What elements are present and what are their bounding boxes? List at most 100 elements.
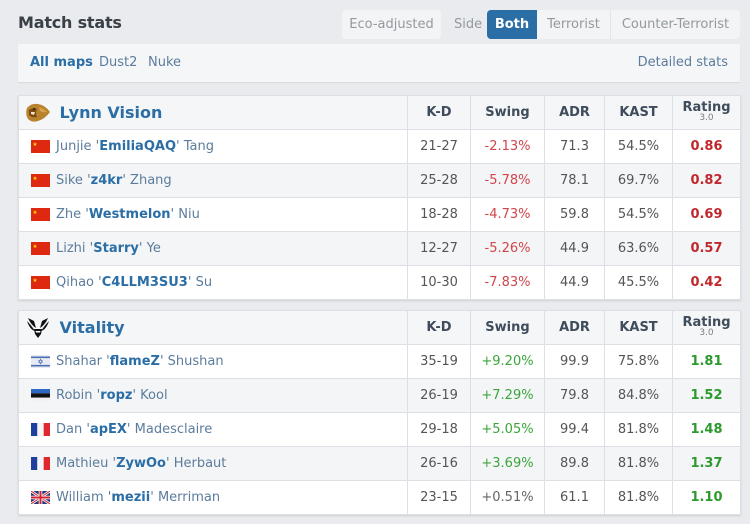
france-flag-icon bbox=[31, 423, 50, 436]
player-nickname[interactable]: Westmelon bbox=[88, 207, 171, 222]
france-flag-icon bbox=[31, 457, 50, 470]
player-name-cell[interactable]: William 'mezii' Merriman bbox=[18, 480, 408, 515]
player-nickname[interactable]: ropz bbox=[100, 388, 133, 403]
column-rating: Rating 3.0 bbox=[672, 95, 741, 130]
kast-cell: 84.8% bbox=[604, 378, 673, 413]
swing-cell: +0.51% bbox=[470, 480, 545, 515]
rating-version: 3.0 bbox=[699, 112, 714, 123]
player-nickname[interactable]: flameZ bbox=[109, 354, 160, 369]
player-nickname[interactable]: ZywOo bbox=[116, 456, 166, 471]
rating-cell: 1.10 bbox=[672, 480, 741, 515]
adr-cell: 59.8 bbox=[544, 197, 605, 232]
china-flag-icon bbox=[31, 208, 50, 221]
swing-cell: +9.20% bbox=[470, 344, 545, 379]
side-counter-terrorist-button[interactable]: Counter-Terrorist bbox=[611, 10, 740, 39]
kast-cell: 45.5% bbox=[604, 265, 673, 300]
kd-cell: 12-27 bbox=[407, 231, 471, 266]
player-nickname[interactable]: EmiliaQAQ bbox=[99, 139, 176, 154]
china-flag-icon bbox=[31, 276, 50, 289]
map-tab-all-maps[interactable]: All maps bbox=[30, 55, 93, 70]
column-swing: Swing bbox=[470, 310, 545, 345]
player-first-name: Mathieu bbox=[56, 456, 109, 471]
rating-label: Rating bbox=[682, 314, 731, 330]
match-stats-header: Match stats Eco-adjusted Side Both Terro… bbox=[18, 0, 740, 44]
player-name-cell[interactable]: Lizhi 'Starry' Ye bbox=[18, 231, 408, 266]
adr-cell: 78.1 bbox=[544, 163, 605, 198]
map-tab-nuke[interactable]: Nuke bbox=[148, 55, 182, 70]
swing-cell: -2.13% bbox=[470, 129, 545, 164]
player-row: Zhe 'Westmelon' Niu 18-28 -4.73% 59.8 54… bbox=[18, 197, 741, 232]
rating-cell: 0.57 bbox=[672, 231, 741, 266]
adr-cell: 99.9 bbox=[544, 344, 605, 379]
player-name-cell[interactable]: Dan 'apEX' Madesclaire bbox=[18, 412, 408, 447]
side-both-button[interactable]: Both bbox=[487, 10, 537, 39]
column-kd: K-D bbox=[407, 95, 471, 130]
adr-cell: 44.9 bbox=[544, 231, 605, 266]
rating-cell: 0.42 bbox=[672, 265, 741, 300]
side-label: Side bbox=[454, 17, 483, 32]
kast-cell: 75.8% bbox=[604, 344, 673, 379]
adr-cell: 61.1 bbox=[544, 480, 605, 515]
kast-cell: 69.7% bbox=[604, 163, 673, 198]
player-last-name: Madesclaire bbox=[134, 422, 213, 437]
rating-cell: 1.52 bbox=[672, 378, 741, 413]
player-name-cell[interactable]: Zhe 'Westmelon' Niu bbox=[18, 197, 408, 232]
israel-flag-icon bbox=[31, 355, 50, 368]
player-row: Robin 'ropz' Kool 26-19 +7.29% 79.8 84.8… bbox=[18, 378, 741, 413]
kd-cell: 18-28 bbox=[407, 197, 471, 232]
player-first-name: Dan bbox=[56, 422, 83, 437]
kd-cell: 35-19 bbox=[407, 344, 471, 379]
player-last-name: Herbaut bbox=[173, 456, 227, 471]
player-last-name: Shushan bbox=[167, 354, 224, 369]
rating-cell: 1.81 bbox=[672, 344, 741, 379]
player-last-name: Ye bbox=[146, 241, 161, 256]
kd-cell: 26-16 bbox=[407, 446, 471, 481]
player-nickname[interactable]: apEX bbox=[89, 422, 127, 437]
swing-cell: +5.05% bbox=[470, 412, 545, 447]
adr-cell: 44.9 bbox=[544, 265, 605, 300]
player-nickname[interactable]: mezii bbox=[111, 490, 151, 505]
kast-cell: 54.5% bbox=[604, 197, 673, 232]
rating-cell: 0.82 bbox=[672, 163, 741, 198]
team-name: Lynn Vision bbox=[59, 103, 163, 122]
column-rating: Rating 3.0 bbox=[672, 310, 741, 345]
player-nickname[interactable]: Starry bbox=[93, 241, 139, 256]
player-name-cell[interactable]: Sike 'z4kr' Zhang bbox=[18, 163, 408, 198]
player-first-name: Shahar bbox=[56, 354, 103, 369]
player-first-name: Sike bbox=[56, 173, 83, 188]
player-name-cell[interactable]: Robin 'ropz' Kool bbox=[18, 378, 408, 413]
detailed-stats-link[interactable]: Detailed stats bbox=[637, 55, 728, 70]
kd-cell: 29-18 bbox=[407, 412, 471, 447]
team-stats-table-lynn-vision: Lynn Vision K-D Swing ADR KAST Rating 3.… bbox=[18, 95, 741, 300]
team-header[interactable]: Vitality bbox=[18, 310, 408, 345]
swing-cell: -4.73% bbox=[470, 197, 545, 232]
swing-cell: -5.26% bbox=[470, 231, 545, 266]
side-terrorist-button[interactable]: Terrorist bbox=[537, 10, 611, 39]
player-name-cell[interactable]: Mathieu 'ZywOo' Herbaut bbox=[18, 446, 408, 481]
player-nickname[interactable]: C4LLM3SU3 bbox=[101, 275, 188, 290]
player-row: Shahar 'flameZ' Shushan 35-19 +9.20% 99.… bbox=[18, 344, 741, 379]
player-row: Dan 'apEX' Madesclaire 29-18 +5.05% 99.4… bbox=[18, 412, 741, 447]
column-kast: KAST bbox=[604, 310, 673, 345]
kd-cell: 25-28 bbox=[407, 163, 471, 198]
rating-cell: 0.69 bbox=[672, 197, 741, 232]
lynn-vision-tiger-logo-icon bbox=[25, 102, 51, 124]
rating-cell: 0.86 bbox=[672, 129, 741, 164]
player-first-name: Robin bbox=[56, 388, 93, 403]
player-name-cell[interactable]: Shahar 'flameZ' Shushan bbox=[18, 344, 408, 379]
team-header[interactable]: Lynn Vision bbox=[18, 95, 408, 130]
kast-cell: 81.8% bbox=[604, 480, 673, 515]
eco-adjusted-toggle[interactable]: Eco-adjusted bbox=[342, 10, 441, 39]
player-name-cell[interactable]: Qihao 'C4LLM3SU3' Su bbox=[18, 265, 408, 300]
kd-cell: 23-15 bbox=[407, 480, 471, 515]
player-name-cell[interactable]: Junjie 'EmiliaQAQ' Tang bbox=[18, 129, 408, 164]
kast-cell: 81.8% bbox=[604, 446, 673, 481]
player-nickname[interactable]: z4kr bbox=[90, 173, 123, 188]
column-adr: ADR bbox=[544, 310, 605, 345]
map-tab-dust2[interactable]: Dust2 bbox=[99, 55, 138, 70]
column-adr: ADR bbox=[544, 95, 605, 130]
swing-cell: +7.29% bbox=[470, 378, 545, 413]
player-row: Junjie 'EmiliaQAQ' Tang 21-27 -2.13% 71.… bbox=[18, 129, 741, 164]
player-first-name: Lizhi bbox=[56, 241, 86, 256]
player-first-name: William bbox=[56, 490, 104, 505]
